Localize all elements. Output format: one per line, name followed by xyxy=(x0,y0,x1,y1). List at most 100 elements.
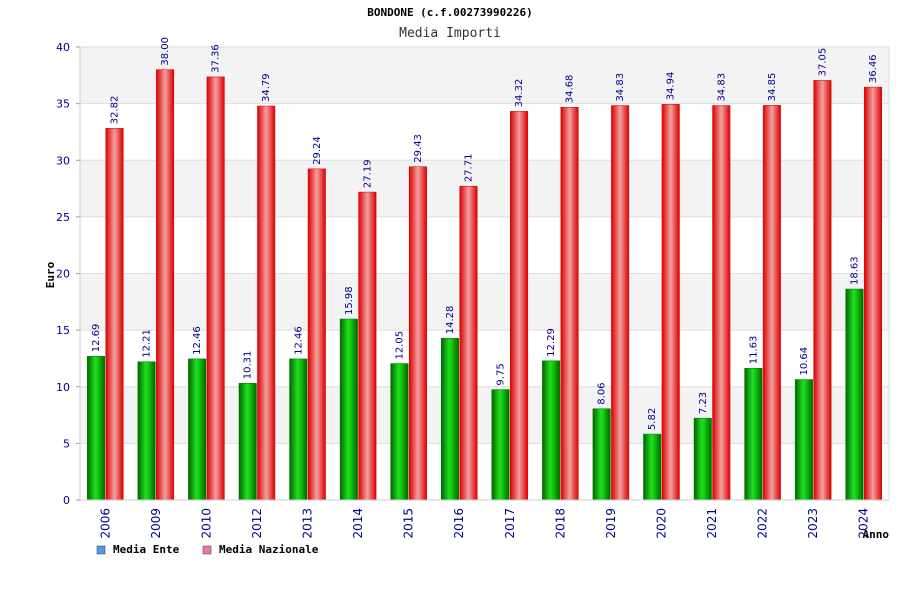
x-tick-label: 2017 xyxy=(503,508,517,539)
data-label-media-ente-2023: 10.64 xyxy=(799,347,810,376)
chart-title: BONDONE (c.f.00273990226) xyxy=(367,6,533,19)
data-label-media-nazionale-2006: 32.82 xyxy=(110,96,121,125)
bar-media-nazionale-2021 xyxy=(712,105,731,501)
x-tick-label: 2020 xyxy=(654,508,668,539)
bar-media-ente-2010 xyxy=(188,358,207,501)
y-axis-label: Euro xyxy=(44,261,57,288)
data-label-media-nazionale-2017: 34.32 xyxy=(514,79,525,108)
bar-media-nazionale-2018 xyxy=(560,106,579,501)
x-tick-label: 2012 xyxy=(250,508,264,539)
x-tick-label: 2016 xyxy=(452,508,466,539)
bar-media-ente-2014 xyxy=(339,318,358,501)
bar-media-ente-2013 xyxy=(289,358,308,501)
bar-media-ente-2023 xyxy=(794,379,813,501)
bar-media-nazionale-2016 xyxy=(459,185,478,501)
data-label-media-ente-2015: 12.05 xyxy=(394,331,405,360)
bars xyxy=(87,69,882,501)
data-label-media-ente-2013: 12.46 xyxy=(293,326,304,355)
bar-media-nazionale-2023 xyxy=(813,80,832,501)
y-tick-label: 20 xyxy=(56,268,70,281)
x-tick-label: 2013 xyxy=(301,508,315,539)
data-label-media-ente-2019: 8.06 xyxy=(597,382,608,404)
x-tick-label: 2015 xyxy=(402,508,416,539)
data-label-media-nazionale-2009: 38.00 xyxy=(160,37,171,66)
data-label-media-nazionale-2022: 34.85 xyxy=(767,73,778,102)
data-label-media-nazionale-2024: 36.46 xyxy=(868,54,879,83)
legend: Media Ente Media Nazionale xyxy=(96,543,319,556)
data-label-media-nazionale-2021: 34.83 xyxy=(716,73,727,102)
x-tick-label: 2023 xyxy=(806,508,820,539)
bar-media-ente-2024 xyxy=(845,288,864,501)
bar-media-nazionale-2017 xyxy=(510,111,529,501)
data-label-media-ente-2009: 12.21 xyxy=(142,329,153,358)
y-tick-label: 5 xyxy=(63,437,70,450)
bar-media-nazionale-2014 xyxy=(358,191,377,501)
data-label-media-nazionale-2014: 27.19 xyxy=(362,159,373,188)
data-label-media-ente-2017: 9.75 xyxy=(496,363,507,385)
x-tick-label: 2024 xyxy=(857,508,871,539)
bar-media-nazionale-2010 xyxy=(206,76,225,501)
x-tick-label: 2022 xyxy=(756,508,770,539)
data-label-media-nazionale-2015: 29.43 xyxy=(413,134,424,163)
bar-media-ente-2021 xyxy=(693,417,712,501)
y-tick-label: 10 xyxy=(56,381,70,394)
bar-media-ente-2016 xyxy=(440,338,459,501)
data-label-media-nazionale-2019: 34.83 xyxy=(615,73,626,102)
data-label-media-ente-2022: 11.63 xyxy=(748,336,759,365)
bar-media-ente-2020 xyxy=(643,433,662,501)
x-tick-label: 2009 xyxy=(149,508,163,539)
data-label-media-ente-2014: 15.98 xyxy=(344,286,355,315)
legend-label-media-nazionale: Media Nazionale xyxy=(219,543,319,556)
bar-media-ente-2015 xyxy=(390,363,409,501)
data-label-media-nazionale-2010: 37.36 xyxy=(211,44,222,73)
legend-label-media-ente: Media Ente xyxy=(113,543,180,556)
x-tick-label: 2018 xyxy=(553,508,567,539)
bar-media-ente-2006 xyxy=(87,356,106,501)
bar-media-nazionale-2024 xyxy=(863,86,882,501)
y-tick-label: 0 xyxy=(63,494,70,507)
x-tick-label: 2021 xyxy=(705,508,719,539)
bar-media-nazionale-2020 xyxy=(661,104,680,501)
data-label-media-ente-2021: 7.23 xyxy=(698,392,709,414)
legend-swatch-media-ente xyxy=(96,545,106,555)
bar-media-nazionale-2019 xyxy=(611,105,630,501)
data-label-media-ente-2016: 14.28 xyxy=(445,306,456,335)
data-label-media-ente-2020: 5.82 xyxy=(647,408,658,430)
x-tick-label: 2006 xyxy=(98,508,112,539)
bar-media-nazionale-2013 xyxy=(307,168,326,501)
data-label-media-nazionale-2023: 37.05 xyxy=(817,48,828,77)
data-label-media-nazionale-2020: 34.94 xyxy=(666,72,677,101)
legend-swatch-media-nazionale xyxy=(202,545,212,555)
x-tick-label: 2010 xyxy=(199,508,213,539)
chart-subtitle: Media Importi xyxy=(399,26,501,41)
bar-media-ente-2009 xyxy=(137,361,156,501)
data-label-media-ente-2010: 12.46 xyxy=(192,326,203,355)
data-label-media-ente-2006: 12.69 xyxy=(91,324,102,353)
x-axis-label: Anno xyxy=(863,528,890,541)
y-tick-label: 15 xyxy=(56,324,70,337)
bar-media-ente-2019 xyxy=(592,408,611,501)
bar-data-labels: 12.69 32.82 12.21 38.00 12.46 37.36 10.31 34.79… xyxy=(91,37,879,430)
axes xyxy=(79,47,890,501)
bar-media-nazionale-2009 xyxy=(156,69,175,501)
x-tick-label: 2019 xyxy=(604,508,618,539)
bar-media-nazionale-2022 xyxy=(762,105,781,501)
data-label-media-ente-2024: 18.63 xyxy=(849,256,860,285)
bar-media-ente-2017 xyxy=(491,389,510,501)
data-label-media-ente-2012: 10.31 xyxy=(243,351,254,380)
bar-media-nazionale-2015 xyxy=(408,166,427,501)
data-label-media-nazionale-2013: 29.24 xyxy=(312,136,323,165)
y-tick-label: 25 xyxy=(56,211,70,224)
bar-media-ente-2012 xyxy=(238,382,257,501)
data-label-media-nazionale-2012: 34.79 xyxy=(261,73,272,102)
y-tick-labels: 0 5 10 15 20 25 30 35 40 xyxy=(56,41,70,507)
data-label-media-nazionale-2018: 34.68 xyxy=(565,75,576,104)
x-tick-labels: 2006 2009 2010 2012 2013 2014 2015 2016 2017 2018… xyxy=(98,508,870,539)
y-tick-label: 35 xyxy=(56,98,70,111)
x-tick-label: 2014 xyxy=(351,508,365,539)
y-tick-label: 30 xyxy=(56,154,70,167)
y-tick-label: 40 xyxy=(56,41,70,54)
data-label-media-nazionale-2016: 27.71 xyxy=(463,154,474,183)
bar-media-nazionale-2012 xyxy=(257,105,276,501)
